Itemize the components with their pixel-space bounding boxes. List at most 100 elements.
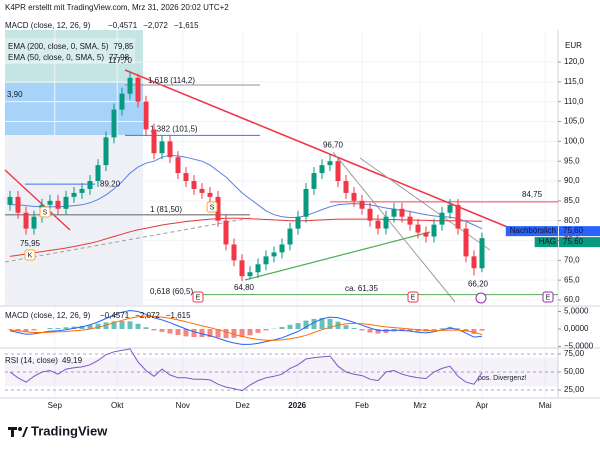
candle-body (168, 141, 173, 157)
candle-body (352, 193, 357, 201)
candle-body (184, 173, 189, 181)
candle-body (472, 256, 477, 268)
candle-body (304, 189, 309, 217)
candle-body (48, 201, 53, 205)
y-tick-label: 110,0 (564, 97, 584, 106)
badge-name: Nachbörslich (510, 226, 556, 235)
histogram-bar (248, 329, 253, 335)
histogram-bar (32, 329, 37, 330)
x-tick-label: Okt (111, 401, 124, 410)
candle-body (160, 141, 165, 153)
x-tick-label: Mrz (413, 401, 426, 410)
y-tick-label: 120,0 (564, 57, 585, 66)
candle-body (320, 165, 325, 173)
badge-name: HAG (539, 237, 556, 246)
channel-line (333, 152, 455, 302)
candle-body (328, 161, 333, 165)
candle-body (240, 260, 245, 276)
candle-body (296, 217, 301, 229)
candle-body (200, 189, 205, 193)
candle-body (424, 233, 429, 237)
histogram-bar (8, 329, 13, 330)
event-label: E (196, 294, 201, 301)
rsi-legend-value: 49,19 (62, 356, 83, 365)
candle-body (8, 197, 13, 205)
candle-body (232, 244, 237, 260)
candle-body (264, 256, 269, 264)
price-annotation: 1,382 (101,5) (150, 125, 198, 134)
x-tick-label: Nov (176, 401, 190, 410)
candle-body (400, 209, 405, 217)
box-label: 3,90 (7, 90, 23, 99)
candle-body (88, 181, 93, 189)
candle-body (256, 264, 261, 272)
x-tick-label: Dez (236, 401, 250, 410)
candle-body (24, 213, 29, 229)
y-tick-label: 25,00 (564, 385, 585, 394)
candle-body (104, 137, 109, 165)
macd-legend-value: −0,4571 (100, 311, 130, 320)
candle-body (16, 197, 21, 213)
price-annotation: 66,20 (468, 280, 489, 289)
header: K4PR erstellt mit TradingView.com, Mrz 3… (5, 3, 229, 12)
candle-body (192, 181, 197, 189)
candle-body (480, 238, 485, 268)
price-annotation: 89,20 (100, 179, 121, 188)
price-annotation: 84,75 (522, 190, 543, 199)
histogram-bar (152, 329, 157, 330)
macd-header-title: MACD (close, 12, 26, 9) (5, 21, 91, 30)
event-label: E (411, 294, 416, 301)
candle-body (288, 229, 293, 245)
candle-body (272, 252, 277, 256)
price-annotation: 75,95 (20, 239, 41, 248)
histogram-bar (136, 324, 141, 329)
candle-body (128, 78, 133, 94)
legend-name: EMA (50, close, 0, SMA, 5) (8, 53, 104, 62)
logo-mark (11, 427, 14, 437)
event-label: E (546, 294, 551, 301)
price-badge: 75,60 (563, 237, 584, 246)
candle-body (416, 225, 421, 233)
price-annotation: ca. 61,35 (345, 284, 378, 293)
price-annotation: 96,70 (323, 141, 344, 150)
histogram-bar (264, 329, 269, 330)
y-tick-label: 95,0 (564, 156, 580, 165)
legend-value: 79,85 (113, 42, 134, 51)
macd-title: MACD (close, 12, 26, 9) (5, 311, 91, 320)
histogram-bar (120, 321, 125, 329)
candle-body (456, 205, 461, 229)
y-tick-label: 70,0 (564, 255, 580, 264)
price-annotation: 64,80 (234, 283, 255, 292)
histogram-bar (296, 323, 301, 329)
histogram-bar (480, 329, 485, 331)
candle-body (80, 189, 85, 193)
candle-body (408, 217, 413, 225)
macd-header-value: −0,4571 (108, 21, 138, 30)
histogram-bar (432, 329, 437, 330)
candle-body (440, 213, 445, 225)
legend-name: EMA (200, close, 0, SMA, 5) (8, 42, 109, 51)
y-tick-label: 85,0 (564, 196, 580, 205)
logo-mark (18, 427, 22, 431)
candle-body (144, 102, 149, 130)
histogram-bar (144, 327, 149, 329)
histogram-bar (360, 329, 365, 330)
y-tick-label: 75,00 (564, 349, 585, 358)
y-tick-label: 0,0000 (564, 324, 589, 333)
candle-body (368, 209, 373, 221)
candle-body (448, 205, 453, 213)
candle-body (248, 272, 253, 276)
price-annotation: 1,618 (114,2) (148, 76, 195, 85)
histogram-bar (64, 327, 69, 329)
candle-body (432, 225, 437, 237)
y-tick-label: 5,0000 (564, 307, 589, 316)
candle-body (224, 221, 229, 245)
y-tick-label: 90,0 (564, 176, 580, 185)
histogram-bar (128, 321, 133, 329)
currency: EUR (565, 41, 582, 50)
y-tick-label: 60,0 (564, 295, 580, 304)
candle-body (360, 201, 365, 209)
histogram-bar (256, 329, 261, 333)
histogram-bar (48, 328, 53, 329)
